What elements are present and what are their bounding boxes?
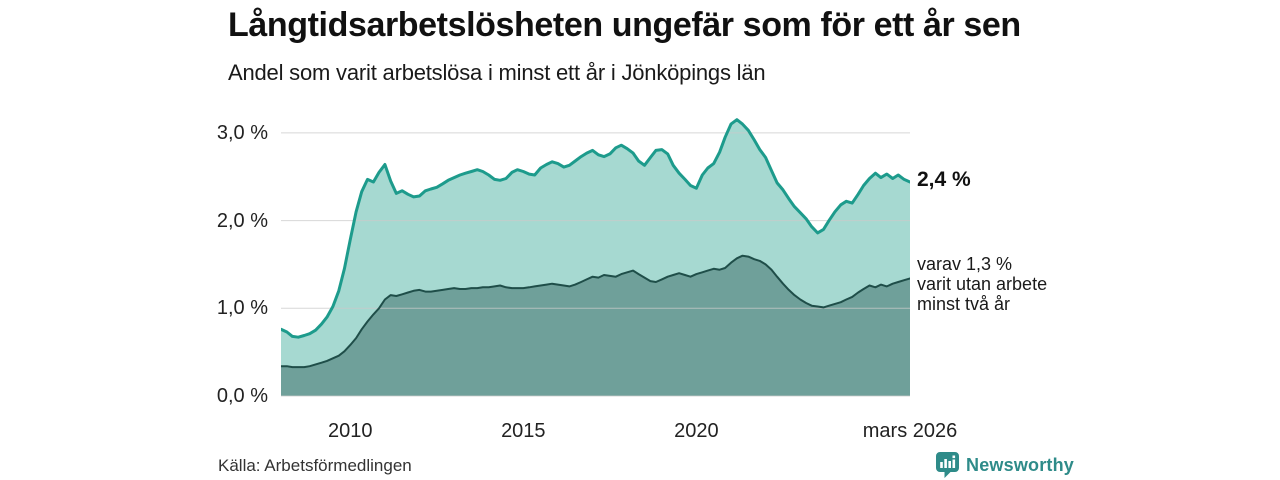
annotation-line-1: varav 1,3 % <box>917 254 1013 274</box>
y-tick-label: 2,0 % <box>216 209 268 232</box>
chart-svg <box>281 118 910 397</box>
annotation-line-3: minst två år <box>917 294 1011 314</box>
y-tick-label: 1,0 % <box>216 297 268 320</box>
x-tick-label: 2010 <box>327 420 373 442</box>
brand-name: Newsworthy <box>966 454 1075 475</box>
page-subtitle: Andel som varit arbetslösa i minst ett å… <box>228 60 766 85</box>
page-title: Långtidsarbetslösheten ungefär som för e… <box>228 6 1021 44</box>
x-tick-label: mars 2026 <box>862 420 958 442</box>
annotation-line-2: varit utan arbete <box>917 274 1048 294</box>
line-minst-ett-ar <box>281 118 910 339</box>
x-tick-label: 2015 <box>501 420 546 442</box>
y-tick-label: 3,0 % <box>216 121 268 144</box>
y-tick-label: 0,0 % <box>216 385 268 407</box>
line-minst-tva-ar <box>281 254 910 369</box>
end-value-label-two-year: varav 1,3 % varit utan arbete minst två … <box>917 254 1047 314</box>
source-note: Källa: Arbetsförmedlingen <box>218 456 412 475</box>
newsworthy-logo-icon <box>936 452 959 478</box>
brand-logo: Newsworthy <box>936 452 1074 478</box>
end-value-label-total: 2,4 % <box>917 168 971 191</box>
x-tick-label: 2020 <box>674 420 719 442</box>
